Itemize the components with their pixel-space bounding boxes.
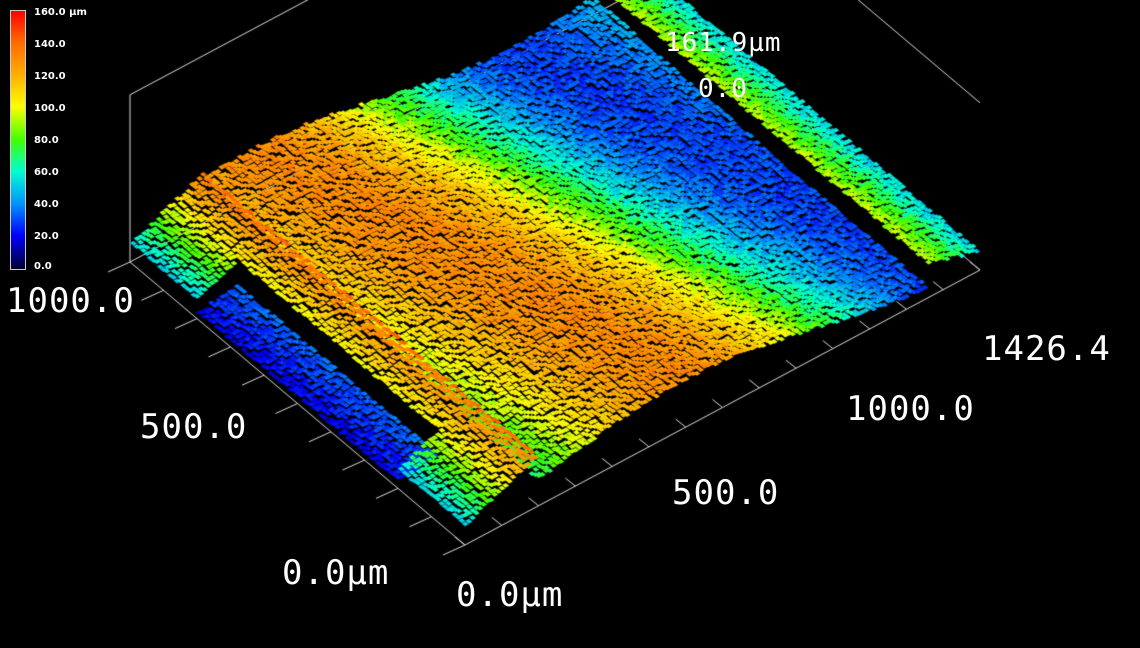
legend-tick: 80.0	[34, 136, 59, 146]
legend-tick: 0.0	[34, 262, 52, 272]
z-top-right-label: 0.0	[698, 76, 748, 102]
color-scale-bar	[10, 10, 26, 270]
color-scale-legend: 160.0 µm 140.0 120.0 100.0 80.0 60.0 40.…	[8, 6, 78, 268]
legend-tick: 160.0 µm	[34, 8, 87, 18]
legend-tick: 60.0	[34, 168, 59, 178]
legend-tick: 40.0	[34, 200, 59, 210]
legend-tick: 100.0	[34, 104, 66, 114]
y-axis-origin-label: 0.0µm	[282, 556, 389, 590]
x-axis-500-label: 500.0	[672, 476, 779, 510]
legend-tick: 140.0	[34, 40, 66, 50]
y-axis-1000-label: 1000.0	[6, 284, 135, 318]
legend-tick: 20.0	[34, 232, 59, 242]
x-axis-1000-label: 1000.0	[846, 392, 975, 426]
z-max-label: 161.9µm	[665, 30, 782, 56]
x-axis-max-label: 1426.4	[982, 332, 1111, 366]
legend-tick: 120.0	[34, 72, 66, 82]
y-axis-500-label: 500.0	[140, 410, 247, 444]
x-axis-origin-label: 0.0µm	[456, 578, 563, 612]
